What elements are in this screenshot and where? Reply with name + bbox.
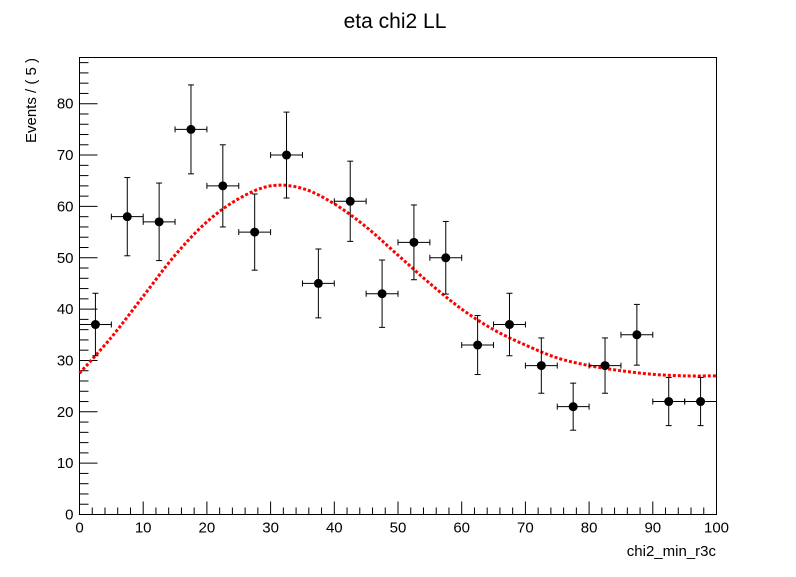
x-tick-label: 40 bbox=[326, 520, 343, 537]
x-axis-label: chi2_min_r3c bbox=[627, 543, 717, 560]
data-marker bbox=[313, 278, 323, 288]
y-tick-label: 50 bbox=[57, 250, 74, 267]
data-marker bbox=[250, 227, 260, 237]
data-marker bbox=[154, 217, 164, 227]
data-marker bbox=[218, 181, 228, 191]
data-point bbox=[270, 111, 303, 199]
x-tick-label: 70 bbox=[517, 520, 534, 537]
x-tick-label: 80 bbox=[581, 520, 598, 537]
data-marker bbox=[473, 340, 483, 350]
data-marker bbox=[122, 212, 132, 222]
data-marker bbox=[504, 320, 514, 330]
x-tick-label: 30 bbox=[262, 520, 279, 537]
y-axis: 0 10 20 30 40 50 60 70 80 bbox=[57, 62, 98, 524]
data-marker bbox=[441, 253, 451, 263]
x-tick-label: 20 bbox=[199, 520, 216, 537]
data-point bbox=[652, 376, 686, 427]
y-tick-label: 80 bbox=[57, 96, 74, 113]
data-points-layer bbox=[79, 84, 717, 431]
data-point bbox=[556, 382, 590, 431]
data-marker bbox=[377, 289, 387, 299]
y-tick-label: 60 bbox=[57, 198, 74, 215]
data-point bbox=[684, 376, 717, 427]
data-point bbox=[620, 303, 654, 366]
data-point bbox=[206, 144, 240, 228]
data-point bbox=[397, 204, 431, 281]
data-point bbox=[461, 315, 495, 376]
data-point bbox=[588, 337, 622, 394]
x-axis: 0 10 20 30 40 50 60 70 80 90 100 bbox=[75, 501, 729, 537]
data-point bbox=[238, 193, 272, 271]
data-point bbox=[493, 292, 526, 357]
data-marker bbox=[632, 330, 642, 340]
plot-frame bbox=[79, 57, 717, 515]
x-tick-label: 50 bbox=[390, 520, 407, 537]
data-point bbox=[110, 177, 144, 257]
data-marker bbox=[696, 397, 706, 407]
data-point bbox=[174, 84, 208, 175]
data-point bbox=[429, 220, 463, 295]
x-tick-label: 90 bbox=[644, 520, 661, 537]
chart-title: eta chi2 LL bbox=[344, 10, 447, 33]
y-tick-label: 20 bbox=[57, 404, 74, 421]
data-marker bbox=[568, 402, 578, 412]
y-tick-label: 40 bbox=[57, 301, 74, 318]
x-tick-label: 100 bbox=[704, 520, 729, 537]
data-marker bbox=[536, 361, 546, 371]
data-marker bbox=[664, 397, 674, 407]
data-marker bbox=[600, 361, 610, 371]
data-point bbox=[524, 337, 558, 394]
fit-curve bbox=[78, 183, 717, 378]
data-marker bbox=[90, 320, 100, 330]
y-tick-label: 0 bbox=[65, 507, 73, 524]
x-tick-label: 10 bbox=[135, 520, 152, 537]
data-point bbox=[142, 182, 176, 262]
data-marker bbox=[409, 237, 419, 247]
data-marker bbox=[282, 150, 292, 160]
fit-layer bbox=[78, 183, 717, 378]
x-tick-label: 0 bbox=[75, 520, 83, 537]
data-point bbox=[333, 160, 367, 242]
data-point bbox=[365, 259, 399, 328]
y-axis-label: Events / ( 5 ) bbox=[23, 58, 40, 143]
data-marker bbox=[186, 124, 196, 134]
data-point bbox=[79, 292, 112, 357]
y-tick-label: 30 bbox=[57, 352, 74, 369]
data-marker bbox=[345, 196, 355, 206]
y-tick-label: 10 bbox=[57, 455, 74, 472]
y-tick-label: 70 bbox=[57, 147, 74, 164]
x-tick-label: 60 bbox=[453, 520, 470, 537]
data-point bbox=[301, 248, 335, 319]
